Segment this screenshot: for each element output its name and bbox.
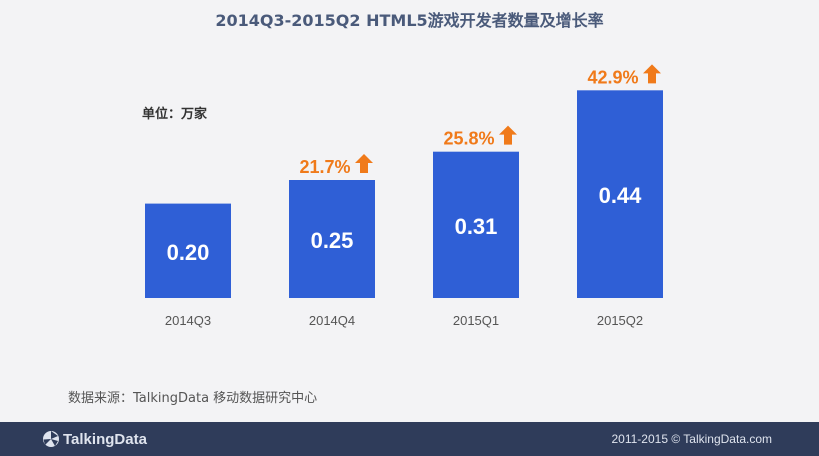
up-arrow-icon [499,125,517,145]
value-label-2014Q3: 0.20 [167,240,210,265]
category-label-2015Q1: 2015Q1 [453,313,499,328]
up-arrow-icon [355,154,373,173]
bar-chart: 0.20 2014Q3 0.25 2014Q4 21.7% 0.31 2015Q1 25.8%… [145,64,663,328]
logo-icon [43,431,59,447]
logo-text: TalkingData [63,430,147,448]
up-arrow-icon [643,64,661,84]
growth-label-2015Q1: 25.8% [443,129,494,149]
value-label-2015Q2: 0.44 [599,183,643,208]
source-note: 数据来源：TalkingData 移动数据研究中心 [68,391,318,406]
footer-bar: TalkingData 2011-2015 © TalkingData.com [0,422,819,456]
bar-2014Q3 [145,203,231,298]
growth-label-2015Q2: 42.9% [587,67,638,87]
unit-label: 单位：万家 [142,107,208,122]
category-label-2014Q3: 2014Q3 [165,313,211,328]
chart-title: 2014Q3-2015Q2 HTML5游戏开发者数量及增长率 [215,11,604,30]
category-label-2014Q4: 2014Q4 [309,313,355,328]
bar-2014Q4 [289,180,375,298]
bar-2015Q2 [577,90,663,298]
talkingdata-logo: TalkingData [42,430,147,448]
growth-label-2014Q4: 21.7% [299,157,350,177]
bar-2015Q1 [433,151,519,298]
value-label-2014Q4: 0.25 [311,228,354,253]
value-label-2015Q1: 0.31 [455,214,498,239]
copyright-text: 2011-2015 © TalkingData.com [611,432,773,446]
category-label-2015Q2: 2015Q2 [597,313,643,328]
